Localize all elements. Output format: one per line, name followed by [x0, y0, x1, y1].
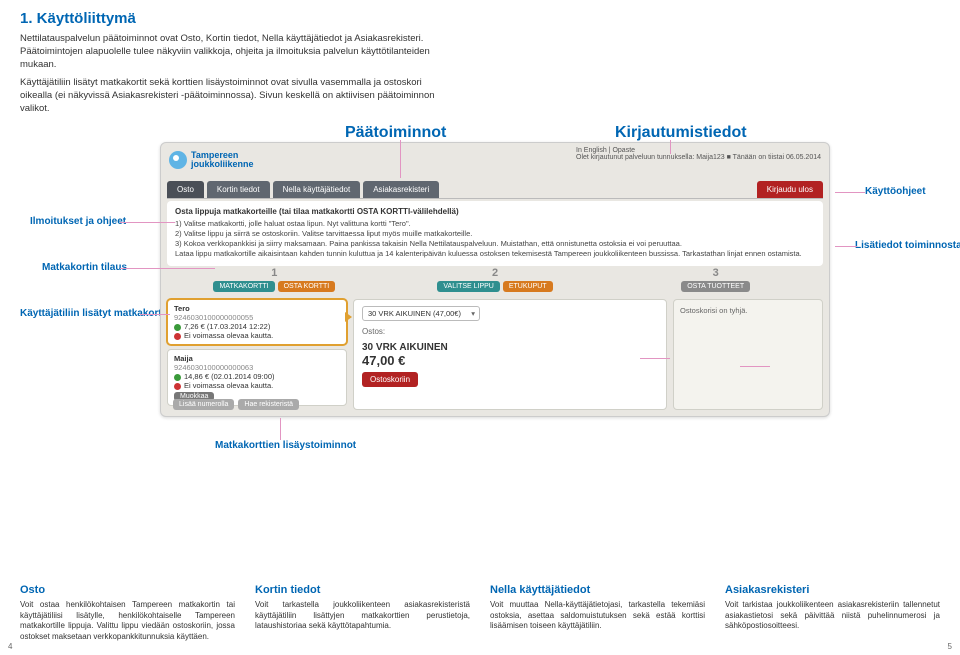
- dot-red-icon: [174, 333, 181, 340]
- page-title: 1. Käyttöliittymä: [20, 10, 940, 27]
- product-panel: 30 VRK AIKUINEN (47,00€) Ostos: 30 VRK A…: [353, 299, 667, 410]
- card-balance: 7,26 € (17.03.2014 12:22): [184, 322, 270, 331]
- col-title-osto: Osto: [20, 584, 235, 596]
- col-body-asiakasrekisteri: Voit tarkistaa joukkoliikenteen asiakasr…: [725, 600, 940, 632]
- label-kayttoohjeet: Käyttöohjeet: [865, 186, 926, 197]
- notice-line: Lataa lippu matkakortille aikaisintaan k…: [175, 249, 815, 259]
- notice-title: Osta lippuja matkakorteille (tai tilaa m…: [175, 207, 815, 216]
- tab-asiakasrekisteri[interactable]: Asiakasrekisteri: [363, 181, 439, 198]
- ostos-label: Ostos:: [362, 327, 658, 336]
- cart-panel: Ostoskorisi on tyhjä.: [673, 299, 823, 410]
- product-select[interactable]: 30 VRK AIKUINEN (47,00€): [362, 306, 480, 321]
- brand: Tampereen joukkoliikenne: [169, 151, 254, 169]
- login-status: Olet kirjautunut palveluun tunnuksella: …: [576, 154, 821, 161]
- card-balance: 14,86 € (02.01.2014 09:00): [184, 372, 275, 381]
- label-lisatiedot: Lisätiedot toiminnosta: [855, 240, 960, 251]
- intro-paragraph-2: Käyttäjätiliin lisätyt matkakortit sekä …: [20, 77, 450, 115]
- notice-line: 2) Valitse lippu ja siirrä se ostoskorii…: [175, 229, 815, 239]
- notice-panel: Osta lippuja matkakorteille (tai tilaa m…: [167, 201, 823, 266]
- product-title: 30 VRK AIKUINEN: [362, 342, 658, 353]
- card-name: Tero: [174, 304, 340, 313]
- lang-links[interactable]: In English | Opaste: [576, 147, 635, 154]
- add-to-cart-button[interactable]: Ostoskoriin: [362, 372, 418, 387]
- tab-osto[interactable]: Osto: [167, 181, 204, 198]
- cart-empty: Ostoskorisi on tyhjä.: [680, 306, 748, 315]
- app-screenshot: In English | Opaste Olet kirjautunut pal…: [160, 142, 830, 417]
- card-serial: 9246030100000000063: [174, 363, 340, 372]
- label-paatoiminnot: Päätoiminnot: [345, 124, 446, 142]
- brand-line2: joukkoliikenne: [191, 160, 254, 169]
- col-title-nella: Nella käyttäjätiedot: [490, 584, 705, 596]
- col-body-kortin: Voit tarkastella joukkoliikenteen asiaka…: [255, 600, 470, 632]
- label-kirjautumistiedot: Kirjautumistiedot: [615, 124, 747, 142]
- btn-osta-kortti[interactable]: OSTA KORTTI: [278, 281, 336, 292]
- dot-green-icon: [174, 374, 181, 381]
- page-number-right: 5: [948, 642, 952, 651]
- add-by-number-button[interactable]: Lisää numerolla: [173, 399, 234, 410]
- col-body-nella: Voit muuttaa Nella-käyttäjätietojasi, ta…: [490, 600, 705, 632]
- tab-nella[interactable]: Nella käyttäjätiedot: [273, 181, 361, 198]
- col-body-osto: Voit ostaa henkilökohtaisen Tampereen ma…: [20, 600, 235, 643]
- col-title-kortin: Kortin tiedot: [255, 584, 470, 596]
- notice-line: 1) Valitse matkakortti, jolle haluat ost…: [175, 219, 815, 229]
- dot-green-icon: [174, 324, 181, 331]
- step-num-3: 3: [608, 267, 823, 279]
- col-title-asiakasrekisteri: Asiakasrekisteri: [725, 584, 940, 596]
- step-num-2: 2: [388, 267, 603, 279]
- logout-button[interactable]: Kirjaudu ulos: [757, 181, 823, 198]
- card-status: Ei voimassa olevaa kautta.: [184, 331, 273, 340]
- selection-arrow-icon: [345, 312, 352, 322]
- btn-valitse-lippu[interactable]: VALITSE LIPPU: [437, 281, 499, 292]
- page-number-left: 4: [8, 642, 12, 651]
- btn-osta-tuotteet[interactable]: OSTA TUOTTEET: [681, 281, 750, 292]
- card-name: Maija: [174, 354, 340, 363]
- card-serial: 9246030100000000055: [174, 313, 340, 322]
- btn-etukuput[interactable]: ETUKUPUT: [503, 281, 553, 292]
- label-matkakortin-tilaus: Matkakortin tilaus: [42, 262, 127, 273]
- brand-logo-icon: [169, 151, 187, 169]
- card-tero[interactable]: Tero 9246030100000000055 7,26 € (17.03.2…: [167, 299, 347, 345]
- btn-matkakortti[interactable]: MATKAKORTTI: [213, 281, 274, 292]
- label-lisaystoiminnot: Matkakorttien lisäystoiminnot: [215, 440, 356, 451]
- product-price: 47,00 €: [362, 353, 658, 368]
- notice-line: 3) Kokoa verkkopankkisi ja siirry maksam…: [175, 239, 815, 249]
- intro-paragraph-1: Nettilatauspalvelun päätoiminnot ovat Os…: [20, 33, 450, 71]
- dot-red-icon: [174, 383, 181, 390]
- card-maija[interactable]: Maija 9246030100000000063 14,86 € (02.01…: [167, 349, 347, 406]
- fetch-from-registry-button[interactable]: Hae rekisteristä: [238, 399, 299, 410]
- tab-kortin-tiedot[interactable]: Kortin tiedot: [207, 181, 270, 198]
- label-ilmoitukset: Ilmoitukset ja ohjeet: [30, 216, 126, 227]
- card-status: Ei voimassa olevaa kautta.: [184, 381, 273, 390]
